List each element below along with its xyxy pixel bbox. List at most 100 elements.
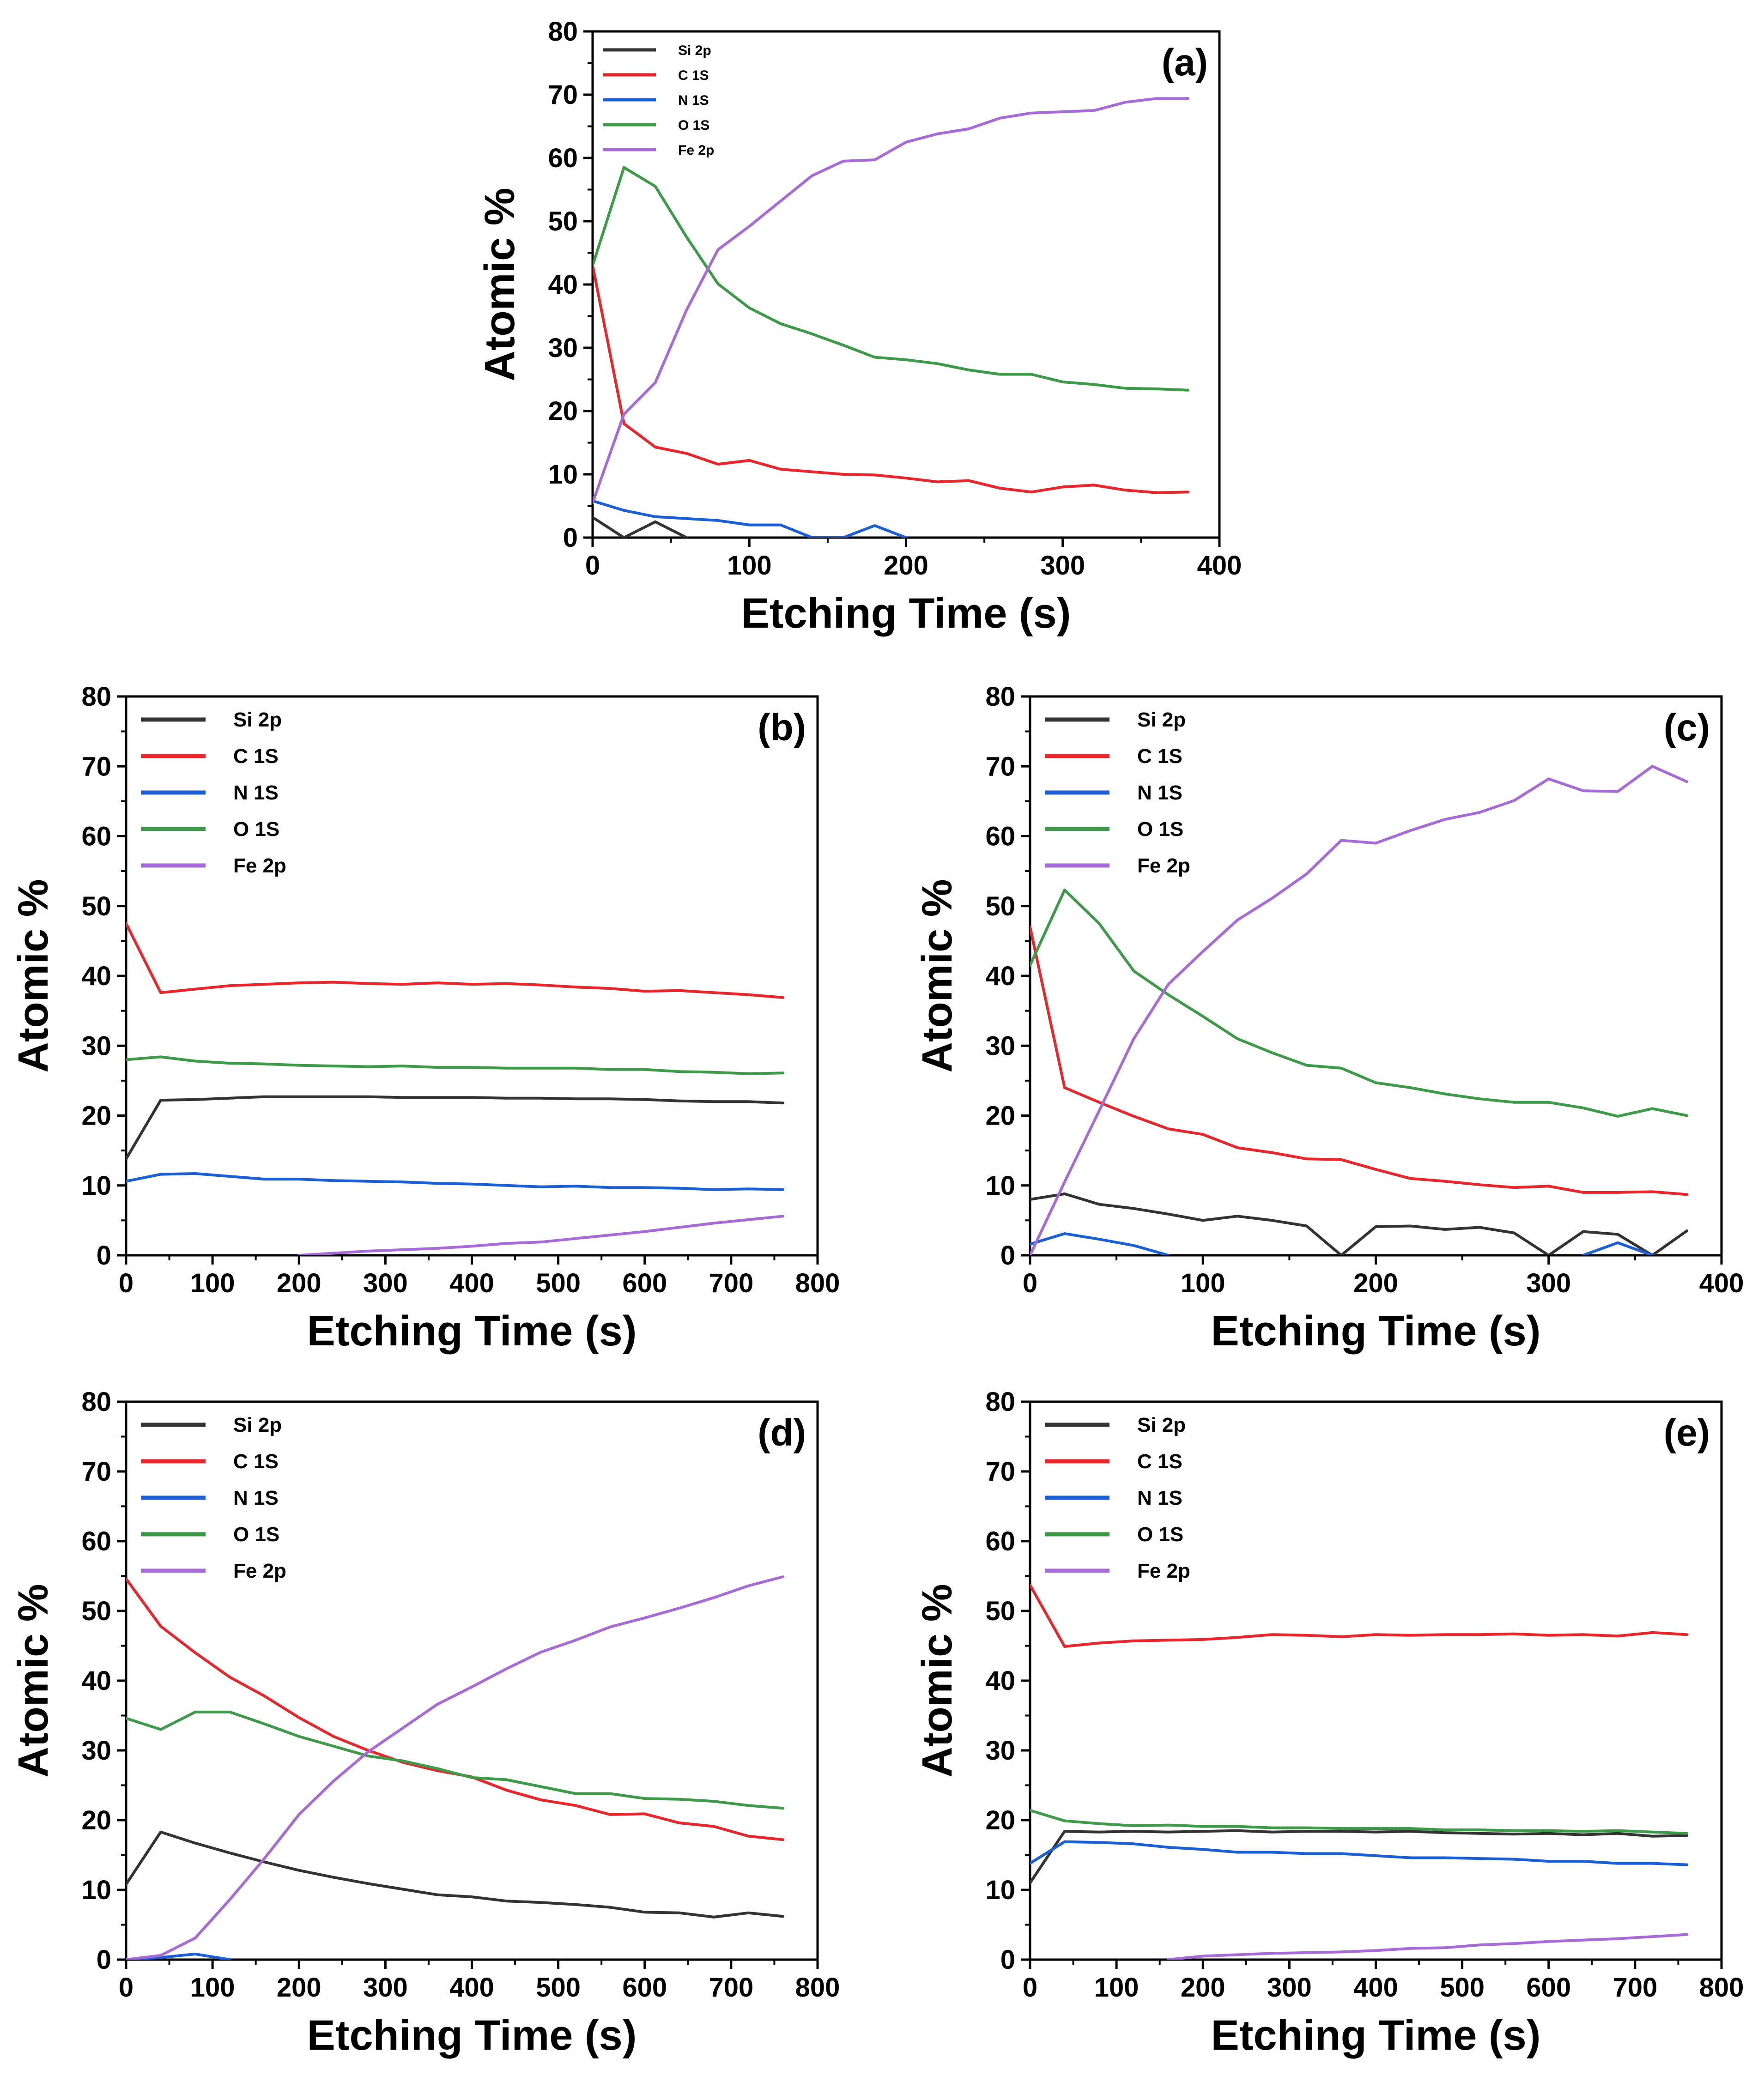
- y-tick-label: 40: [548, 270, 578, 300]
- x-tick-label: 100: [190, 1973, 235, 2003]
- y-axis-title: Atomic %: [10, 1584, 57, 1777]
- legend-label-fe-2p: Fe 2p: [1137, 854, 1190, 877]
- y-tick-label: 40: [81, 961, 111, 991]
- y-tick-label: 60: [985, 1526, 1015, 1556]
- y-tick-label: 80: [81, 682, 111, 712]
- y-tick-label: 20: [985, 1805, 1015, 1835]
- x-tick-label: 800: [795, 1973, 840, 2003]
- series-line-si-2p: [126, 1830, 785, 1919]
- y-tick-label: 10: [548, 460, 578, 490]
- panel-c: 0 100 200 300 400 0 10 20 30 40 50 60 70 80 Etching Ti…: [914, 682, 1744, 1355]
- series-line-n-1s: [1030, 1840, 1689, 1866]
- legend-label-o-1s: O 1S: [233, 818, 279, 841]
- series-line-si-2p: [1030, 1829, 1689, 1884]
- x-tick-label: 100: [1181, 1268, 1225, 1298]
- y-tick-label: 50: [81, 891, 111, 921]
- x-tick-label: 300: [1040, 551, 1085, 581]
- legend-label-n-1s: N 1S: [233, 1487, 279, 1509]
- y-tick-label: 20: [81, 1805, 111, 1835]
- series-line-c-1s: [1030, 926, 1689, 1196]
- y-tick-label: 0: [97, 1945, 111, 1975]
- legend-label-fe-2p: Fe 2p: [233, 854, 286, 877]
- y-tick-label: 40: [81, 1666, 111, 1696]
- x-tick-label: 0: [119, 1973, 133, 2003]
- panel-a: 0 100 200 300 400 0 10 20 30 40 50 60 70 80 Etching Ti…: [476, 17, 1242, 637]
- panel-b: 0 100 200 300 400 500 600 700 800 0 10 20 30 40 50 60 70…: [10, 682, 840, 1355]
- legend-label-c-1s: C 1S: [233, 745, 279, 768]
- y-axis-title: Atomic %: [10, 879, 57, 1072]
- legend-label-si-2p: Si 2p: [233, 1414, 282, 1436]
- y-tick-label: 60: [81, 1526, 111, 1556]
- series-line-c-1s: [593, 264, 1190, 494]
- series-line-c-1s: [1030, 1584, 1689, 1648]
- y-tick-label: 30: [81, 1031, 111, 1061]
- x-tick-label: 600: [1526, 1973, 1571, 2003]
- x-tick-label: 400: [1353, 1973, 1398, 2003]
- series-line-n-1s: [1030, 1232, 1170, 1255]
- x-axis-title: Etching Time (s): [741, 590, 1071, 637]
- x-tick-label: 300: [363, 1973, 408, 2003]
- x-tick-label: 300: [1526, 1268, 1571, 1298]
- x-axis-title: Etching Time (s): [307, 2012, 637, 2059]
- plot-frame: [1029, 695, 1723, 1257]
- x-tick-label: 400: [1197, 551, 1242, 581]
- x-tick-label: 400: [449, 1268, 494, 1298]
- x-tick-label: 600: [622, 1973, 667, 2003]
- series-line-n-1s: [593, 499, 908, 538]
- x-tick-label: 0: [1023, 1268, 1037, 1298]
- y-tick-label: 70: [81, 1457, 111, 1487]
- y-tick-label: 70: [985, 1457, 1015, 1487]
- x-tick-label: 100: [190, 1268, 235, 1298]
- y-tick-label: 60: [548, 143, 578, 173]
- x-tick-label: 700: [709, 1268, 753, 1298]
- legend-label-c-1s: C 1S: [1137, 745, 1182, 768]
- panel-label: (e): [1664, 1412, 1710, 1454]
- legend-label-o-1s: O 1S: [1137, 1523, 1183, 1546]
- y-tick-label: 50: [548, 206, 578, 236]
- y-tick-label: 80: [985, 682, 1015, 712]
- legend-label-si-2p: Si 2p: [1137, 1414, 1186, 1436]
- x-tick-label: 800: [1699, 1973, 1744, 2003]
- series-line-fe-2p: [1167, 1933, 1689, 1960]
- series-line-c-1s: [126, 922, 785, 999]
- x-tick-label: 200: [277, 1973, 321, 2003]
- x-tick-label: 100: [1094, 1973, 1139, 2003]
- legend-label-si-2p: Si 2p: [1137, 708, 1186, 731]
- series-line-n-1s: [126, 1172, 785, 1191]
- y-tick-label: 20: [548, 396, 578, 426]
- panel-label: (a): [1162, 42, 1208, 84]
- x-tick-label: 200: [884, 551, 928, 581]
- legend-label-o-1s: O 1S: [1137, 818, 1183, 841]
- y-tick-label: 80: [81, 1387, 111, 1417]
- series-line-o-1s: [593, 166, 1190, 392]
- legend-label-n-1s: N 1S: [1137, 1487, 1182, 1509]
- series-line-o-1s: [126, 1710, 785, 1810]
- x-tick-label: 500: [1440, 1973, 1485, 2003]
- x-tick-label: 200: [1181, 1973, 1225, 2003]
- y-tick-label: 10: [81, 1875, 111, 1905]
- x-tick-label: 200: [1353, 1268, 1398, 1298]
- x-tick-label: 0: [585, 551, 600, 581]
- x-axis-title: Etching Time (s): [307, 1307, 637, 1355]
- series-line-fe-2p: [126, 1575, 785, 1960]
- x-tick-label: 700: [1612, 1973, 1657, 2003]
- panel-e: 0 100 200 300 400 500 600 700 800 0 10 20 30 40 50 60 70…: [914, 1387, 1744, 2059]
- y-tick-label: 70: [985, 751, 1015, 781]
- series-line-o-1s: [126, 1055, 785, 1075]
- legend-label-fe-2p: Fe 2p: [233, 1560, 286, 1582]
- y-tick-label: 10: [985, 1171, 1015, 1201]
- y-tick-label: 30: [985, 1031, 1015, 1061]
- x-tick-label: 0: [119, 1268, 133, 1298]
- legend-label-o-1s: O 1S: [678, 118, 709, 133]
- y-tick-label: 80: [985, 1387, 1015, 1417]
- panel-label: (c): [1664, 707, 1710, 749]
- x-tick-label: 100: [727, 551, 772, 581]
- series-line-fe-2p: [297, 1215, 785, 1255]
- y-tick-label: 10: [985, 1875, 1015, 1905]
- x-tick-label: 700: [709, 1973, 753, 2003]
- y-tick-label: 0: [563, 523, 578, 553]
- legend-label-si-2p: Si 2p: [233, 708, 282, 731]
- legend-label-n-1s: N 1S: [678, 93, 709, 108]
- y-tick-label: 60: [81, 822, 111, 852]
- y-tick-label: 70: [548, 80, 578, 110]
